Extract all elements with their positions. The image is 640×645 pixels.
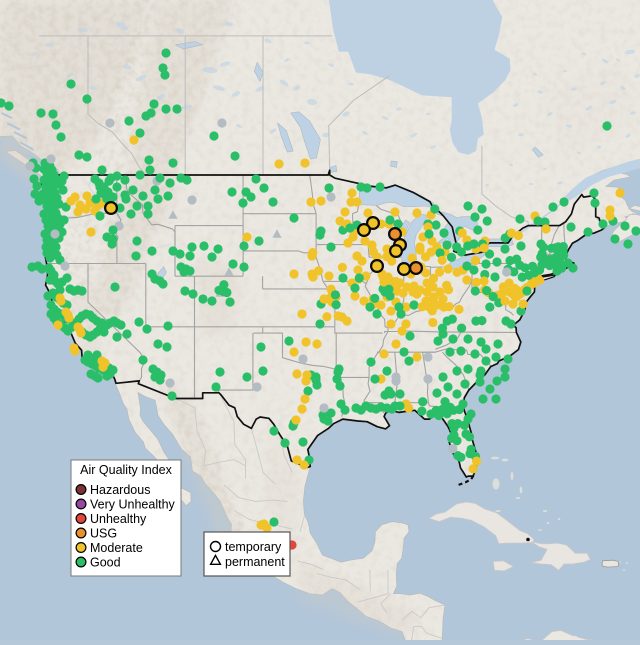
svg-text:permanent: permanent <box>225 555 285 569</box>
svg-text:Unhealthy: Unhealthy <box>90 512 147 526</box>
svg-text:Hazardous: Hazardous <box>90 483 150 497</box>
svg-text:Good: Good <box>90 556 121 570</box>
svg-text:Moderate: Moderate <box>90 541 143 555</box>
svg-text:temporary: temporary <box>225 540 282 554</box>
svg-text:Air Quality Index: Air Quality Index <box>80 463 172 477</box>
svg-text:Very Unhealthy: Very Unhealthy <box>90 498 176 512</box>
svg-text:USG: USG <box>90 527 117 541</box>
